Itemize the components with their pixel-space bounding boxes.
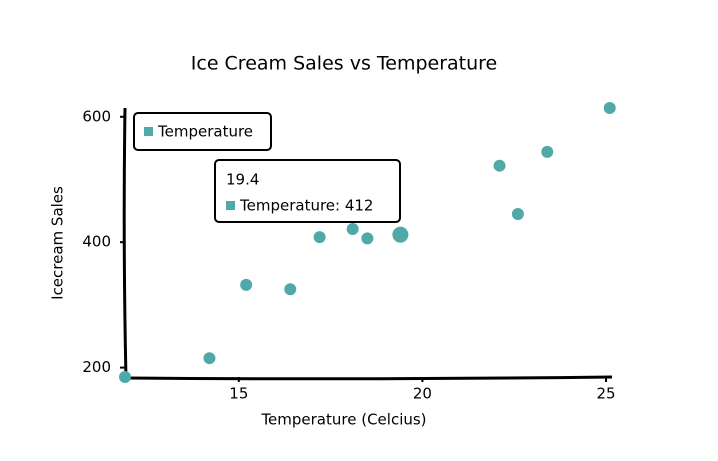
y-tick-label: 400 (82, 233, 111, 251)
scatter-point (203, 352, 216, 365)
scatter-point (603, 102, 616, 114)
scatter-point (511, 207, 524, 220)
scatter-point (346, 223, 359, 236)
scatter-point (541, 145, 554, 158)
scatter-point (361, 232, 374, 245)
scatter-point (119, 371, 131, 383)
scatter-point (493, 159, 506, 172)
y-axis-label: Icecream Sales (49, 186, 67, 300)
legend-box (133, 112, 272, 151)
x-axis (123, 375, 613, 381)
legend-swatch (144, 127, 153, 136)
scatter-point (240, 278, 253, 291)
tooltip-title: 19.4 (226, 171, 259, 189)
scatter-point (392, 226, 409, 243)
legend-label: Temperature (157, 123, 253, 141)
tooltip-swatch (226, 201, 235, 210)
y-tick-label: 200 (82, 358, 111, 376)
chart-title: Ice Cream Sales vs Temperature (191, 53, 497, 75)
scatter-point (284, 283, 297, 296)
scatter-point (313, 231, 326, 244)
x-tick-label: 15 (229, 385, 248, 403)
tooltip-box (214, 159, 401, 223)
y-tick-label: 600 (82, 107, 111, 125)
x-tick-label: 20 (413, 385, 432, 403)
x-tick-label: 25 (596, 385, 615, 403)
tooltip-text: Temperature: 412 (239, 197, 373, 215)
x-axis-label: Temperature (Celcius) (260, 411, 426, 429)
y-axis (122, 107, 128, 380)
